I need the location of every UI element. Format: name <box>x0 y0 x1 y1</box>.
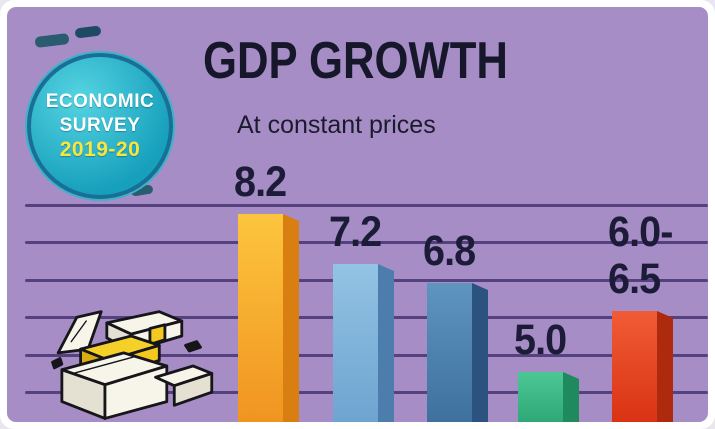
bar-group: 6.8 <box>423 228 488 422</box>
bar-front-face <box>238 214 283 422</box>
chart-subtitle: At constant prices <box>237 111 436 139</box>
bar-side-face <box>283 214 299 422</box>
bar-value-label: 6.8 <box>423 227 476 275</box>
bar-group: 5.0 <box>514 317 579 422</box>
badge-line-1: ECONOMIC <box>45 91 155 112</box>
money-stack-illustration <box>51 310 214 420</box>
bar-front-face <box>333 264 378 422</box>
bar-group: 7.2 <box>329 209 394 422</box>
bar-side-face <box>378 264 394 422</box>
stage: 8.2 7.2 6.8 5.0 6.0- 6.5 ECONOMIC SURVEY 2019… <box>7 7 708 422</box>
bar-side-face <box>657 311 673 422</box>
chart-title: GDP GROWTH <box>203 32 508 90</box>
bars-layer: 8.2 7.2 6.8 5.0 6.0- 6.5 <box>7 7 708 422</box>
bar <box>333 264 394 422</box>
bar-value-label: 5.0 <box>514 316 567 364</box>
gridline <box>25 204 708 207</box>
bar <box>518 372 579 422</box>
bar-front-face <box>427 283 472 422</box>
bar-value-label: 7.2 <box>329 208 382 256</box>
bar-side-face <box>563 372 579 422</box>
bar-front-face <box>612 311 657 422</box>
bar-value-label: 6.0- 6.5 <box>608 208 673 303</box>
bar <box>238 214 299 422</box>
bar <box>427 283 488 422</box>
bar <box>612 311 673 422</box>
badge-year: 2019-20 <box>59 138 141 161</box>
economic-survey-badge: ECONOMIC SURVEY 2019-20 <box>27 53 173 199</box>
gridline <box>25 241 708 244</box>
bar-front-face <box>518 372 563 422</box>
bar-value-label: 8.2 <box>234 158 287 206</box>
badge-line-2: SURVEY <box>59 115 141 136</box>
bar-side-face <box>472 283 488 422</box>
bar-group: 8.2 <box>234 159 299 422</box>
bar-group: 6.0- 6.5 <box>608 209 678 422</box>
